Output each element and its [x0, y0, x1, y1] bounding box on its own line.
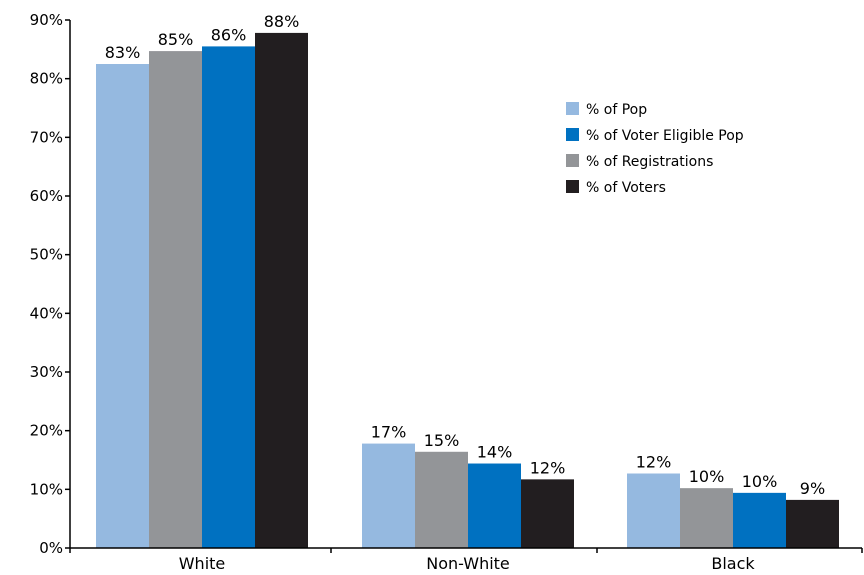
legend: % of Pop % of Voter Eligible Pop % of Regi…	[566, 102, 744, 196]
legend-label: % of Pop	[586, 102, 647, 118]
data-label: 17%	[371, 423, 407, 442]
data-label: 10%	[689, 467, 725, 486]
legend-swatch	[566, 154, 579, 167]
bar-white-series-2	[202, 46, 255, 548]
legend-label: % of Registrations	[586, 154, 713, 170]
y-tick-label: 30%	[30, 363, 63, 381]
bar-non-white-series-2	[468, 464, 521, 548]
data-label: 88%	[264, 12, 300, 31]
bar-non-white-series-3	[521, 479, 574, 548]
x-category-label: White	[179, 554, 226, 573]
legend-label: % of Voter Eligible Pop	[586, 128, 744, 144]
bar-white-series-0	[96, 64, 149, 548]
data-label: 12%	[636, 452, 672, 471]
x-category-label: Black	[711, 554, 755, 573]
data-label: 14%	[477, 443, 513, 462]
data-label: 9%	[800, 479, 825, 498]
legend-swatch	[566, 180, 579, 193]
bars	[96, 33, 839, 548]
bar-black-series-2	[733, 493, 786, 548]
y-tick-label: 50%	[30, 246, 63, 264]
legend-swatch	[566, 128, 579, 141]
data-label: 85%	[158, 30, 194, 49]
y-tick-label: 90%	[30, 11, 63, 29]
bar-black-series-3	[786, 500, 839, 548]
data-label: 10%	[742, 472, 778, 491]
y-tick-label: 80%	[30, 70, 63, 88]
y-tick-label: 0%	[39, 539, 63, 557]
bar-black-series-0	[627, 473, 680, 548]
x-category-label: Non-White	[426, 554, 510, 573]
bar-white-series-3	[255, 33, 308, 548]
data-label: 86%	[211, 25, 247, 44]
legend-label: % of Voters	[586, 180, 666, 196]
bar-black-series-1	[680, 488, 733, 548]
data-label: 83%	[105, 43, 141, 62]
y-tick-label: 70%	[30, 128, 63, 146]
legend-swatch	[566, 102, 579, 115]
y-axis: 0% 10% 20% 30% 40% 50% 60% 70% 80% 90%	[30, 11, 70, 557]
y-tick-label: 60%	[30, 187, 63, 205]
bar-non-white-series-0	[362, 444, 415, 548]
bar-white-series-1	[149, 51, 202, 548]
bar-non-white-series-1	[415, 452, 468, 548]
y-tick-label: 20%	[30, 422, 63, 440]
y-tick-label: 40%	[30, 304, 63, 322]
data-label: 12%	[530, 458, 566, 477]
data-label: 15%	[424, 431, 460, 450]
y-tick-label: 10%	[30, 480, 63, 498]
x-axis: White Non-White Black	[179, 554, 756, 573]
